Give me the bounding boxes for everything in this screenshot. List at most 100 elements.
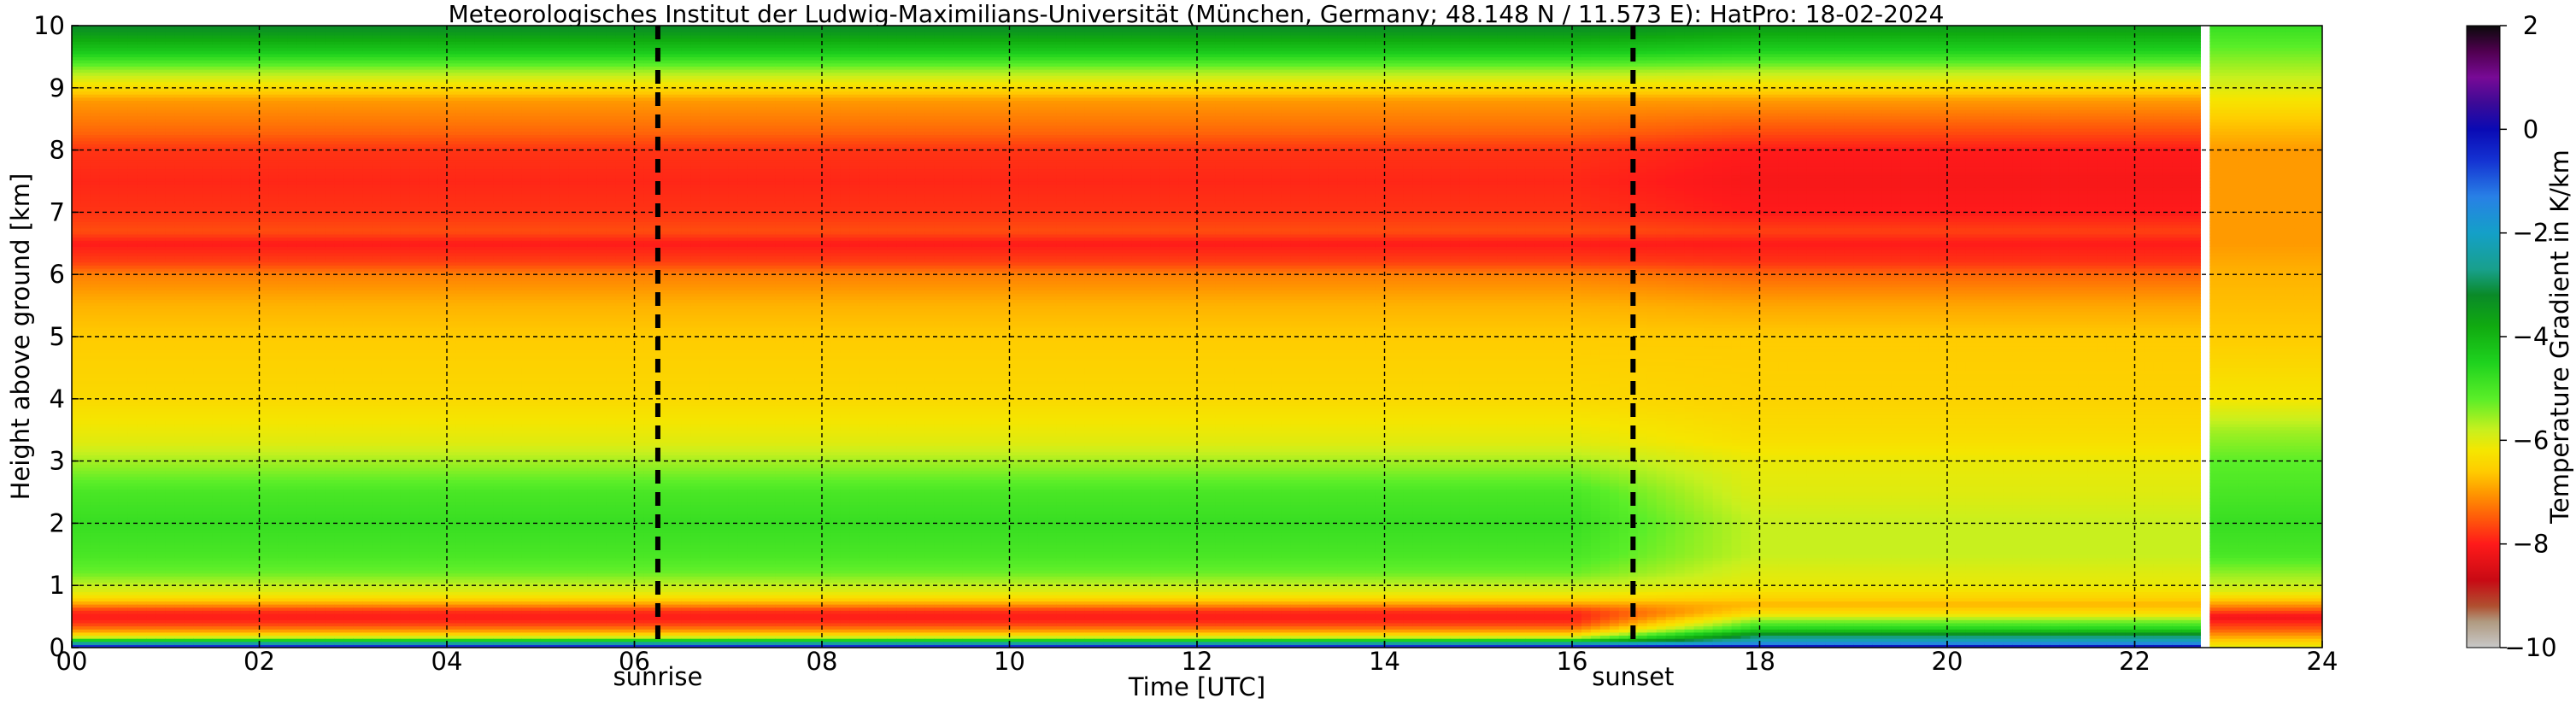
heatmap-cell	[287, 519, 298, 524]
heatmap-cell	[99, 97, 110, 101]
heatmap-cell	[296, 345, 307, 350]
heatmap-cell	[72, 398, 82, 403]
heatmap-cell	[221, 75, 232, 79]
heatmap-cell	[184, 267, 195, 273]
heatmap-cell	[165, 352, 176, 356]
heatmap-cell	[287, 343, 298, 347]
heatmap-cell	[202, 544, 214, 549]
heatmap-cell	[80, 566, 91, 571]
heatmap-cell	[221, 622, 232, 627]
heatmap-cell	[212, 343, 223, 347]
heatmap-cell	[174, 529, 185, 533]
heatmap-cell	[259, 155, 270, 161]
heatmap-cell	[174, 146, 185, 151]
heatmap-cell	[259, 165, 270, 170]
heatmap-cell	[72, 26, 82, 30]
heatmap-cell	[287, 361, 298, 366]
heatmap-cell	[90, 131, 101, 135]
heatmap-cell	[184, 349, 195, 353]
heatmap-cell	[99, 355, 110, 360]
heatmap-cell	[259, 476, 270, 481]
heatmap-cell	[174, 510, 185, 515]
heatmap-cell	[99, 449, 110, 453]
heatmap-cell	[118, 249, 129, 254]
heatmap-cell	[193, 193, 204, 197]
heatmap-cell	[259, 115, 270, 120]
heatmap-cell	[296, 361, 307, 366]
heatmap-cell	[72, 206, 82, 210]
heatmap-cell	[221, 578, 232, 584]
heatmap-cell	[231, 252, 242, 256]
heatmap-cell	[174, 635, 185, 639]
heatmap-cell	[296, 519, 307, 524]
heatmap-cell	[174, 318, 185, 322]
heatmap-cell	[174, 576, 185, 580]
heatmap-cell	[212, 72, 223, 76]
heatmap-cell	[155, 159, 167, 163]
heatmap-cell	[155, 112, 167, 117]
heatmap-cell	[118, 50, 129, 55]
heatmap-cell	[109, 103, 120, 108]
heatmap-cell	[99, 206, 110, 210]
heatmap-cell	[174, 489, 185, 493]
heatmap-cell	[268, 591, 279, 595]
heatmap-cell	[278, 517, 289, 521]
heatmap-cell	[90, 560, 101, 565]
heatmap-cell	[146, 100, 157, 104]
heatmap-cell	[296, 231, 307, 235]
heatmap-cell	[90, 28, 101, 32]
heatmap-cell	[118, 535, 129, 540]
heatmap-cell	[193, 38, 204, 42]
heatmap-cell	[80, 582, 91, 586]
heatmap-cell	[193, 199, 204, 204]
heatmap-cell	[127, 290, 138, 294]
heatmap-cell	[72, 442, 82, 446]
heatmap-cell	[174, 591, 185, 595]
heatmap-cell	[118, 212, 129, 216]
heatmap-cell	[278, 131, 289, 135]
heatmap-cell	[287, 320, 298, 326]
heatmap-cell	[137, 174, 148, 179]
heatmap-cell	[184, 249, 195, 254]
heatmap-cell	[296, 414, 307, 419]
heatmap-cell	[268, 470, 279, 474]
heatmap-cell	[287, 174, 298, 179]
heatmap-cell	[174, 128, 185, 132]
heatmap-cell	[193, 165, 204, 170]
heatmap-cell	[240, 150, 251, 154]
heatmap-cell	[184, 144, 195, 148]
heatmap-cell	[287, 538, 298, 543]
heatmap-cell	[221, 560, 232, 565]
heatmap-cell	[278, 485, 289, 490]
heatmap-cell	[174, 542, 185, 546]
heatmap-cell	[165, 631, 176, 637]
heatmap-cell	[155, 50, 167, 55]
heatmap-cell	[90, 358, 101, 362]
heatmap-cell	[72, 138, 82, 142]
heatmap-cell	[278, 548, 289, 552]
heatmap-cell	[268, 62, 279, 67]
heatmap-cell	[90, 119, 101, 123]
heatmap-cell	[72, 597, 82, 601]
heatmap-cell	[72, 554, 82, 559]
heatmap-cell	[99, 542, 110, 546]
heatmap-cell	[146, 106, 157, 110]
heatmap-cell	[118, 339, 129, 343]
heatmap-cell	[212, 432, 223, 437]
heatmap-cell	[90, 557, 101, 561]
heatmap-cell	[109, 473, 120, 478]
heatmap-cell	[174, 601, 185, 605]
heatmap-cell	[137, 252, 148, 256]
heatmap-cell	[90, 165, 101, 170]
heatmap-cell	[90, 259, 101, 263]
heatmap-cell	[72, 72, 82, 76]
heatmap-cell	[278, 449, 289, 453]
heatmap-cell	[109, 32, 120, 36]
heatmap-cell	[202, 457, 214, 462]
heatmap-cell	[221, 333, 232, 337]
heatmap-cell	[165, 190, 176, 195]
heatmap-cell	[80, 597, 91, 601]
heatmap-cell	[127, 479, 138, 484]
heatmap-cell	[249, 597, 261, 601]
heatmap-cell	[231, 271, 242, 275]
